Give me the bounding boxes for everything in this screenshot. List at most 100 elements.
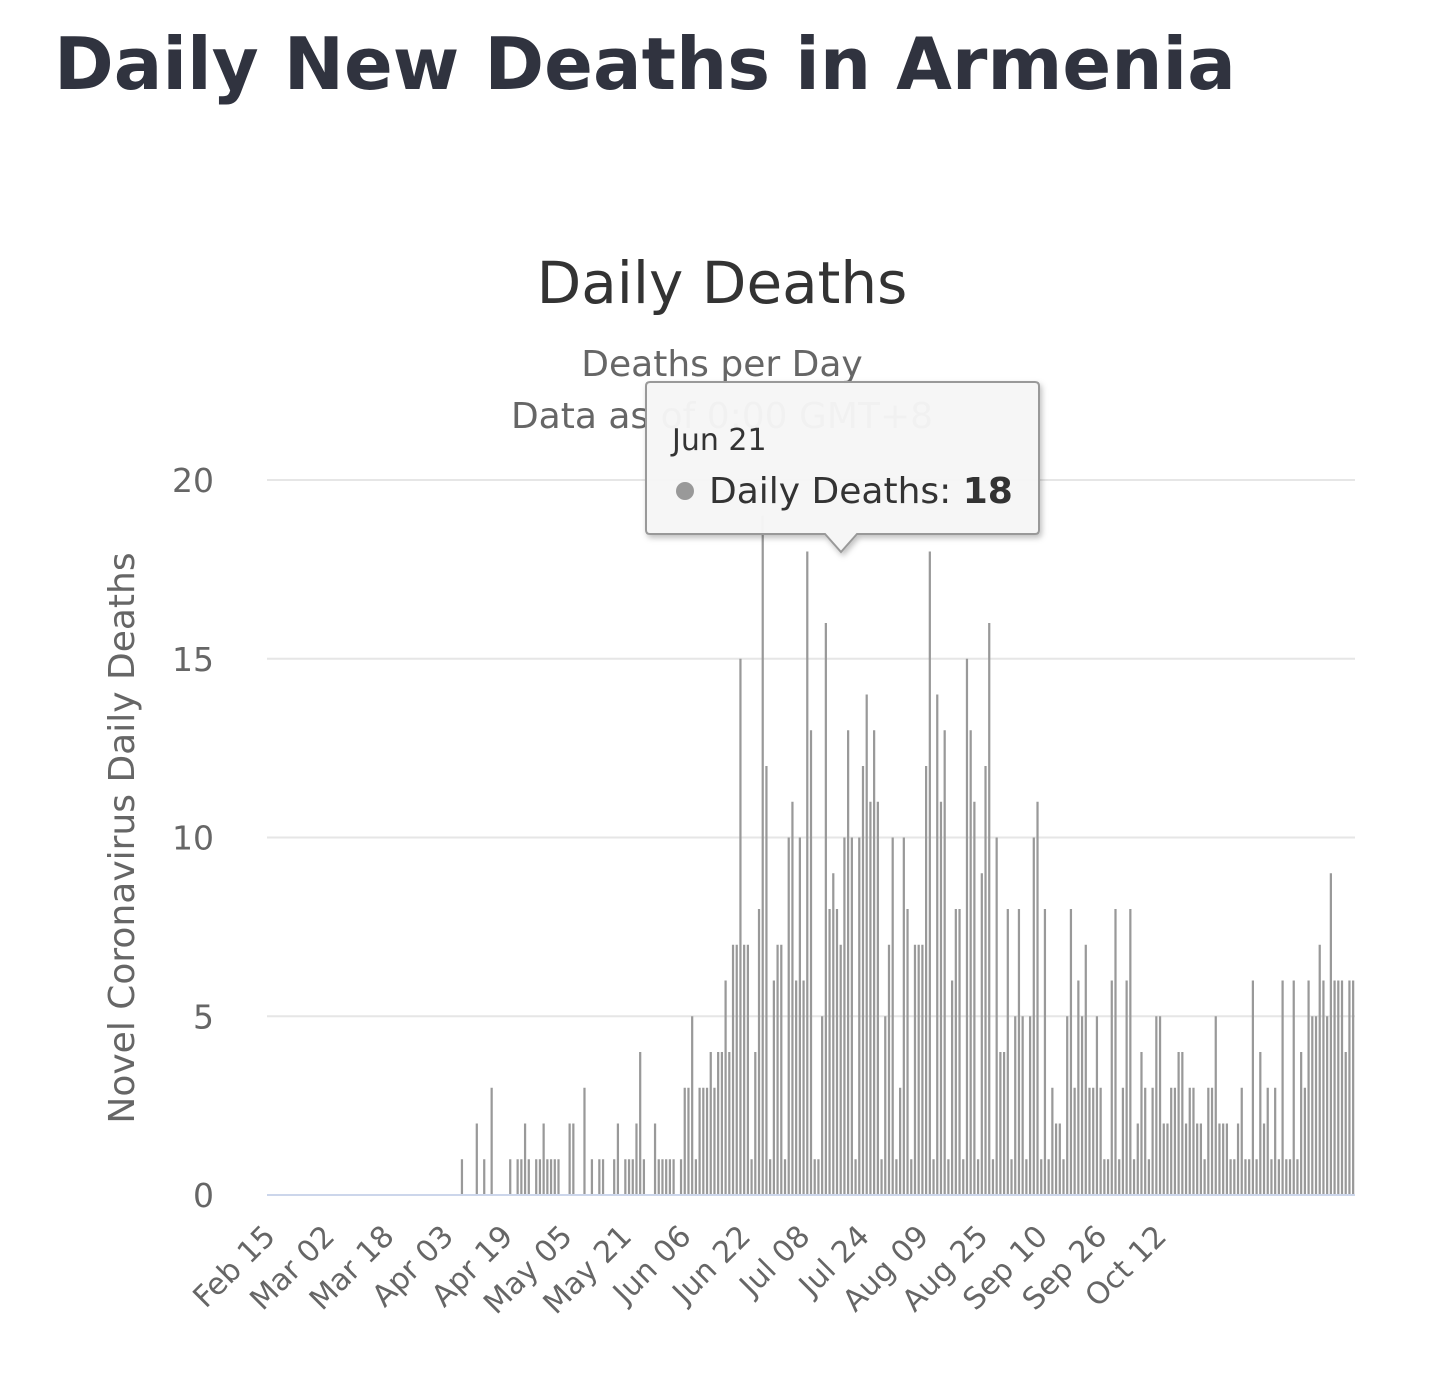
bar[interactable] xyxy=(772,980,775,1196)
bar[interactable] xyxy=(1207,1087,1210,1195)
bar[interactable] xyxy=(1144,1087,1147,1195)
bar[interactable] xyxy=(1329,873,1332,1195)
bar[interactable] xyxy=(754,1052,757,1195)
bar[interactable] xyxy=(765,766,768,1195)
bar[interactable] xyxy=(568,1123,571,1196)
bar[interactable] xyxy=(1288,1159,1292,1195)
bar[interactable] xyxy=(1118,1159,1121,1195)
bar[interactable] xyxy=(1192,1087,1195,1195)
bar[interactable] xyxy=(627,1159,631,1195)
bar[interactable] xyxy=(705,1087,709,1195)
bar[interactable] xyxy=(542,1123,545,1196)
bar[interactable] xyxy=(1051,1087,1054,1195)
bar[interactable] xyxy=(910,1159,913,1195)
bar[interactable] xyxy=(616,1123,620,1196)
bar[interactable] xyxy=(1129,909,1132,1195)
bar[interactable] xyxy=(743,944,746,1195)
bar[interactable] xyxy=(1270,1159,1273,1195)
bar[interactable] xyxy=(876,801,879,1195)
bar[interactable] xyxy=(847,730,850,1195)
bar[interactable] xyxy=(546,1159,549,1195)
bar[interactable] xyxy=(1210,1087,1214,1195)
bar[interactable] xyxy=(958,909,961,1195)
bar[interactable] xyxy=(665,1159,668,1195)
bar[interactable] xyxy=(1088,1087,1091,1195)
bar[interactable] xyxy=(1348,980,1351,1196)
bar[interactable] xyxy=(991,1159,995,1195)
bar[interactable] xyxy=(1173,1087,1177,1195)
bar[interactable] xyxy=(583,1087,586,1195)
bar[interactable] xyxy=(835,909,839,1195)
bar[interactable] xyxy=(1006,909,1009,1195)
bar[interactable] xyxy=(783,1159,787,1195)
bar[interactable] xyxy=(1110,980,1113,1196)
bar[interactable] xyxy=(1069,909,1073,1195)
bar[interactable] xyxy=(902,837,905,1196)
bar[interactable] xyxy=(839,944,842,1195)
bar[interactable] xyxy=(713,1087,716,1195)
bar[interactable] xyxy=(1166,1123,1169,1196)
bar[interactable] xyxy=(746,944,749,1195)
bar[interactable] xyxy=(943,730,946,1195)
bar[interactable] xyxy=(1199,1123,1203,1196)
bar[interactable] xyxy=(988,623,991,1195)
bar[interactable] xyxy=(553,1159,556,1195)
bar[interactable] xyxy=(1099,1087,1102,1195)
bar[interactable] xyxy=(1214,1016,1217,1195)
bar[interactable] xyxy=(1084,944,1087,1195)
bar[interactable] xyxy=(1028,1016,1032,1195)
bar[interactable] xyxy=(884,1016,887,1195)
bar[interactable] xyxy=(1092,1087,1095,1195)
bar[interactable] xyxy=(475,1123,478,1196)
bar[interactable] xyxy=(1151,1087,1154,1195)
bar[interactable] xyxy=(1300,1052,1303,1195)
bar[interactable] xyxy=(1311,1016,1314,1195)
bar[interactable] xyxy=(1244,1159,1247,1195)
bar[interactable] xyxy=(1054,1123,1058,1196)
bar[interactable] xyxy=(1266,1087,1269,1195)
bar[interactable] xyxy=(769,1159,772,1195)
bar[interactable] xyxy=(1062,1159,1065,1195)
bar[interactable] xyxy=(925,766,928,1195)
bar[interactable] xyxy=(1236,1123,1240,1196)
bar[interactable] xyxy=(1262,1123,1266,1196)
bar[interactable] xyxy=(642,1159,646,1195)
bar[interactable] xyxy=(694,1159,697,1195)
bar[interactable] xyxy=(527,1159,530,1195)
bar[interactable] xyxy=(1021,1016,1024,1195)
bar[interactable] xyxy=(1095,1016,1099,1195)
bar[interactable] xyxy=(1259,1052,1262,1195)
bar[interactable] xyxy=(757,909,761,1195)
bar[interactable] xyxy=(613,1159,616,1195)
bar[interactable] xyxy=(913,944,917,1195)
bar[interactable] xyxy=(1188,1087,1191,1195)
bar[interactable] xyxy=(1326,1016,1329,1195)
bar[interactable] xyxy=(887,944,891,1195)
bar[interactable] xyxy=(668,1159,672,1195)
bar[interactable] xyxy=(1077,980,1080,1196)
bar[interactable] xyxy=(1222,1123,1225,1196)
bar[interactable] xyxy=(1322,980,1325,1196)
bar[interactable] xyxy=(906,909,909,1195)
bar[interactable] xyxy=(516,1159,519,1195)
bar[interactable] xyxy=(1103,1159,1106,1195)
bar[interactable] xyxy=(523,1123,527,1196)
bar[interactable] xyxy=(698,1087,701,1195)
bar[interactable] xyxy=(598,1159,601,1195)
bar[interactable] xyxy=(821,1016,824,1195)
bar[interactable] xyxy=(861,766,865,1195)
bar[interactable] xyxy=(1181,1052,1184,1195)
bar[interactable] xyxy=(639,1052,642,1195)
bar[interactable] xyxy=(535,1159,538,1195)
bar[interactable] xyxy=(1025,1159,1028,1195)
bar[interactable] xyxy=(999,1052,1002,1195)
bar[interactable] xyxy=(899,1087,902,1195)
bar[interactable] xyxy=(1040,1159,1043,1195)
bar[interactable] xyxy=(1080,1016,1084,1195)
bar[interactable] xyxy=(776,944,779,1195)
bar[interactable] xyxy=(976,1159,980,1195)
bar[interactable] xyxy=(683,1087,686,1195)
bar[interactable] xyxy=(1155,1016,1158,1195)
bar[interactable] xyxy=(657,1159,660,1195)
bar[interactable] xyxy=(1225,1123,1229,1196)
